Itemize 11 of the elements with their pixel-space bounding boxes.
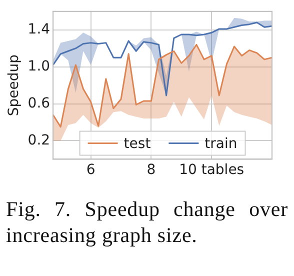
x-tick-label: 6 [86,162,96,178]
y-tick-label: 0.6 [28,95,50,112]
y-tick-label: 1.4 [28,22,50,38]
y-axis-title: Speedup [6,54,22,116]
x-tick-label: 8 [146,162,156,178]
caption: Fig. 7. Speedup change over increasing graph size. [6,196,288,248]
y-tick-label: 1.0 [28,58,50,74]
legend-label: train [204,136,238,152]
x-tick-label: 10 tables [179,162,244,178]
y-tick-label: 0.2 [28,132,50,148]
legend-label: test [124,136,152,152]
